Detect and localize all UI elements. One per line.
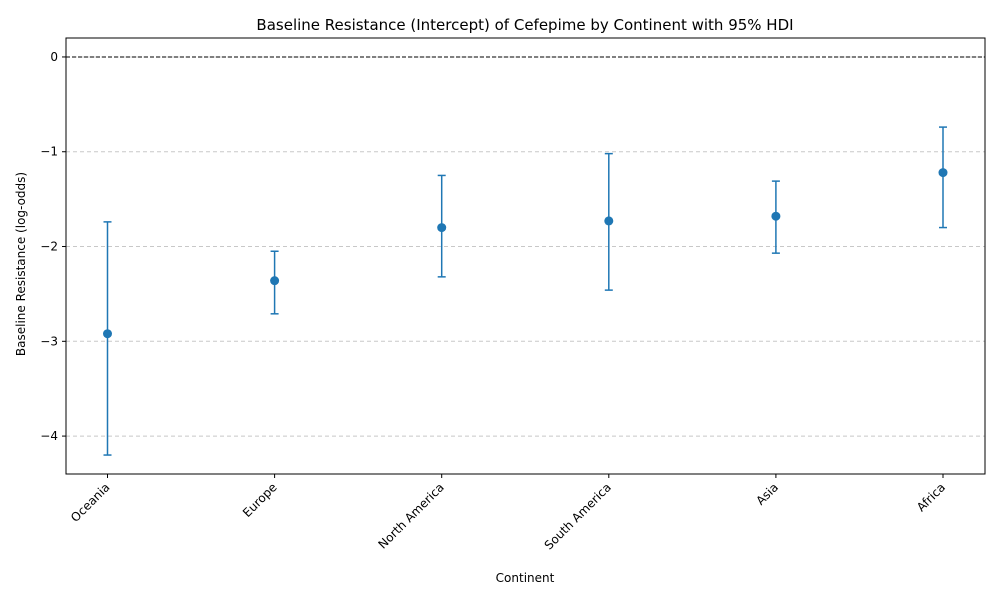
x-tick-label: Europe [240,480,280,520]
plot-frame [65,37,986,475]
x-tick-label: North America [375,480,446,551]
y-axis-label: Baseline Resistance (log-odds) [14,172,28,356]
y-tick-label: −2 [40,240,58,254]
x-axis-label: Continent [496,571,555,585]
chart-title: Baseline Resistance (Intercept) of Cefep… [256,16,793,34]
y-tick-label: −1 [40,145,58,159]
y-tick-label: −4 [40,429,58,443]
y-ticks: 0 −1 −2 −3 −4 [40,50,66,443]
data-point [771,211,781,221]
data-point [103,329,112,339]
y-tick-label: −3 [40,334,58,348]
data-points [103,168,948,339]
x-tick-label: South America [542,480,614,552]
x-ticks: Oceania Europe North America South America A… [68,474,948,552]
x-tick-label: Asia [753,480,781,508]
data-point [437,223,447,233]
error-bars [103,126,947,456]
data-point [604,216,614,226]
data-point [270,276,280,286]
data-point [938,168,948,178]
x-tick-label: Africa [914,480,948,514]
y-tick-label: 0 [50,50,58,64]
x-tick-label: Oceania [68,480,113,525]
grid [66,56,985,437]
